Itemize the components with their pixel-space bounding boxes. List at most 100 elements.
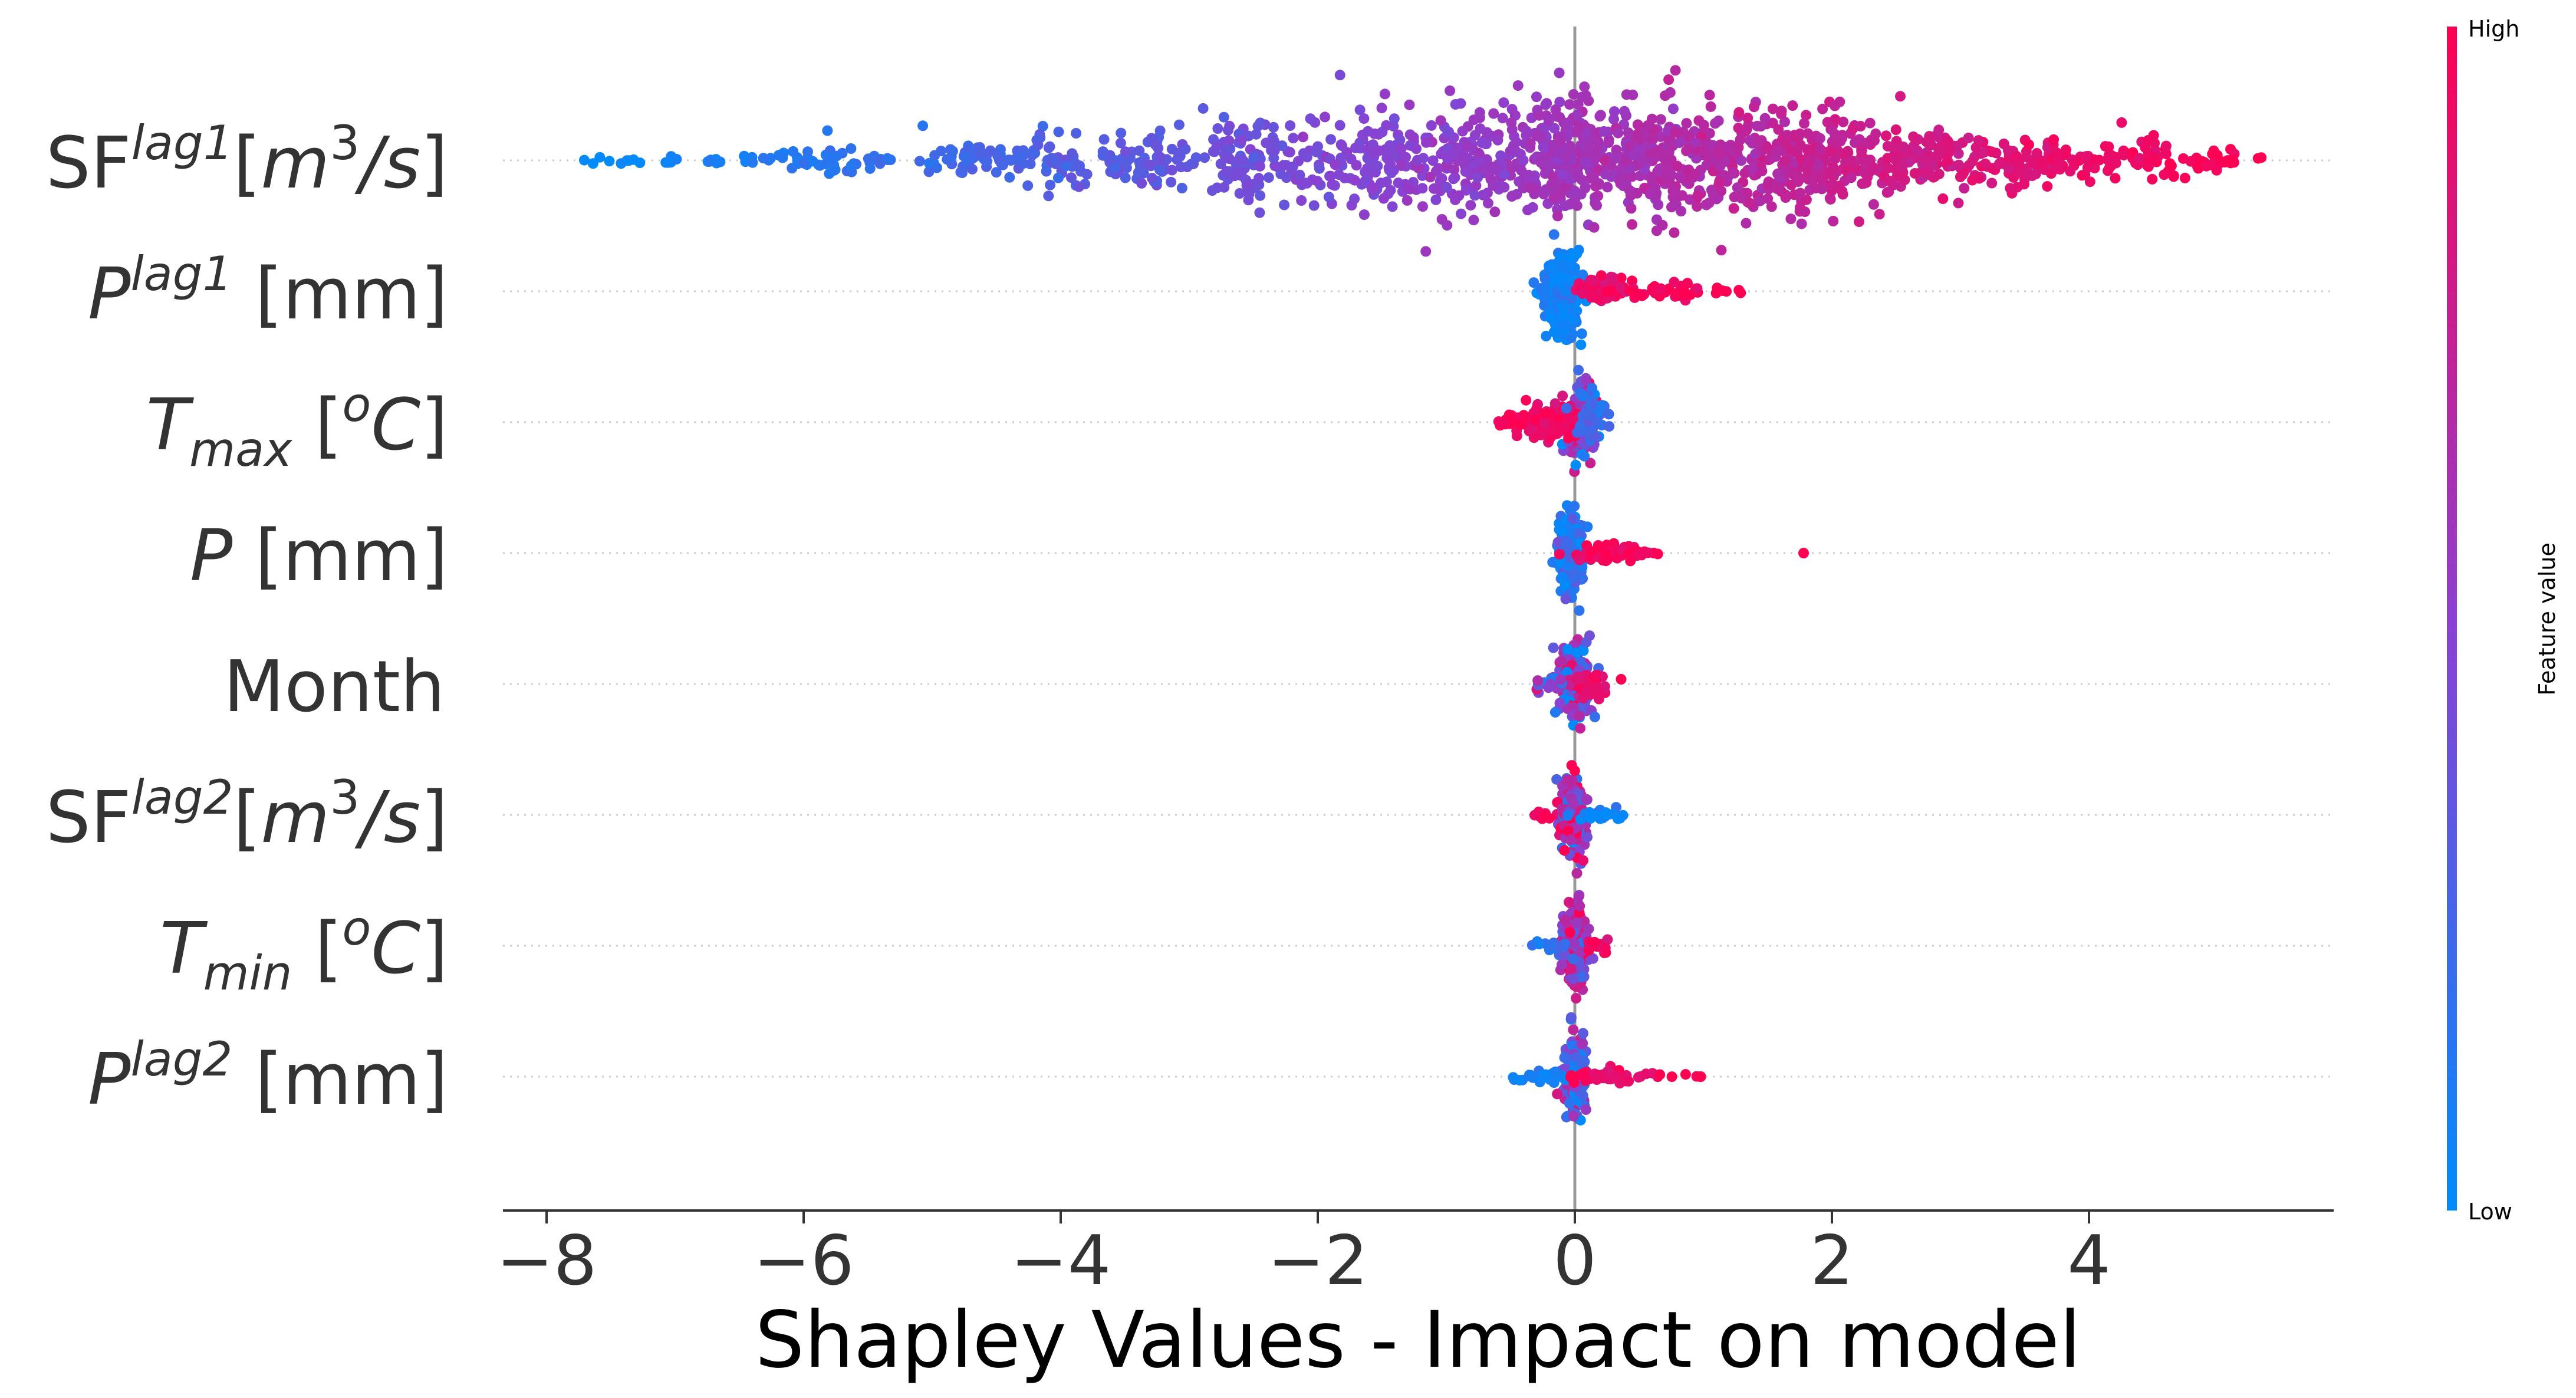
x-tick-label: 2 [1810, 1221, 1854, 1301]
shap-dot [1569, 501, 1580, 512]
shap-dot [1825, 179, 1836, 190]
shap-dot [991, 167, 1002, 178]
shap-dot [1722, 142, 1733, 153]
shap-dot [1845, 172, 1857, 183]
colorbar: High Low Feature value [2447, 16, 2560, 1225]
shap-dot [1180, 143, 1191, 154]
shap-dot [2179, 172, 2190, 183]
shap-dot [1473, 147, 1484, 159]
shap-dot [2143, 135, 2154, 146]
shap-dot [1632, 119, 1643, 130]
shap-dot [1537, 429, 1548, 440]
shap-dot [1854, 216, 1864, 227]
shap-dot [1388, 165, 1399, 176]
shap-dot [1581, 686, 1592, 697]
shap-dot [1692, 283, 1703, 294]
shap-dot [1573, 891, 1584, 902]
shap-dot [1506, 104, 1518, 115]
shap-dot [1255, 190, 1266, 201]
shap-dot [1704, 128, 1715, 139]
shap-dot [1594, 111, 1606, 122]
shap-dot [1377, 126, 1388, 137]
shap-dot [1555, 674, 1566, 685]
shap-dot [1576, 328, 1587, 339]
shap-dot [1539, 416, 1550, 427]
shap-dot [2048, 134, 2060, 145]
shap-dot [1537, 1073, 1548, 1084]
shap-dot [2024, 139, 2034, 150]
shap-dot [947, 146, 958, 157]
shap-dot [914, 156, 925, 167]
shap-dot [1713, 146, 1724, 157]
shap-dot [1568, 1024, 1579, 1035]
shap-dot [1581, 794, 1592, 805]
shap-dot [1756, 166, 1768, 176]
shap-dot [1540, 99, 1551, 110]
shap-dot [1394, 134, 1406, 146]
shap-dot [1937, 193, 1949, 204]
shap-dot [711, 157, 722, 169]
shap-dot [968, 153, 979, 164]
colorbar-title: Feature value [2534, 542, 2560, 695]
shap-dot [1557, 959, 1567, 971]
shap-dot [1538, 142, 1549, 153]
shap-dot [1571, 127, 1583, 138]
shap-dot [1874, 209, 1885, 220]
shap-dot [1749, 101, 1759, 113]
shap-dot [1986, 146, 1997, 157]
shap-dot [1571, 305, 1583, 317]
shap-dot [1557, 390, 1568, 402]
shap-dot [2110, 173, 2121, 184]
shap-dot [1557, 308, 1568, 319]
shap-dot [1897, 160, 1908, 172]
shap-dot [2003, 163, 2015, 175]
shap-dot [1360, 176, 1371, 187]
shap-dot [1600, 808, 1611, 819]
shap-dot [1004, 172, 1015, 183]
shap-dot [1963, 132, 1974, 143]
shap-dot [1777, 133, 1788, 144]
shap-dot [1759, 113, 1771, 124]
shap-dot [1489, 206, 1501, 218]
shap-dot [1713, 115, 1724, 126]
shap-dot [1498, 97, 1509, 108]
shap-dot [1592, 144, 1603, 156]
shap-dot [1393, 177, 1404, 189]
feature-label-sf-lag1: SFlag1[m3/s] [45, 116, 448, 205]
shap-dot [2035, 157, 2047, 169]
shap-dot [1526, 423, 1538, 435]
shap-dot [1923, 137, 1934, 148]
shap-dot [1197, 103, 1209, 114]
shap-dot [1532, 130, 1544, 142]
shap-dot [1683, 130, 1694, 142]
shap-dot [863, 153, 874, 165]
shap-dot [1531, 91, 1542, 103]
shap-dot [1037, 121, 1048, 131]
shap-dot [579, 154, 590, 166]
shap-dot [882, 153, 893, 164]
shap-dot [1545, 940, 1557, 951]
shap-dot [1222, 124, 1233, 136]
shap-dot [1716, 185, 1727, 196]
shap-dot [1590, 153, 1601, 165]
shap-dot [758, 153, 769, 164]
shap-dot [1895, 91, 1906, 102]
shap-dot [2201, 160, 2212, 172]
shap-dot [1138, 167, 1149, 179]
shap-dot [1577, 288, 1588, 299]
shap-dot [1531, 415, 1542, 426]
shap-dot [2134, 153, 2145, 164]
shap-dot [1557, 571, 1568, 583]
shap-dot [1698, 120, 1709, 131]
shap-dot [1889, 143, 1900, 154]
shap-dot [1176, 162, 1186, 173]
shap-dot [1610, 153, 1621, 164]
shap-dot [1468, 114, 1479, 126]
shap-dot [1703, 198, 1715, 209]
shap-dot [1579, 450, 1590, 462]
shap-dot [1482, 127, 1492, 138]
shap-dot [1584, 630, 1595, 642]
shap-dot [1426, 120, 1437, 131]
shap-dot [1555, 251, 1565, 262]
